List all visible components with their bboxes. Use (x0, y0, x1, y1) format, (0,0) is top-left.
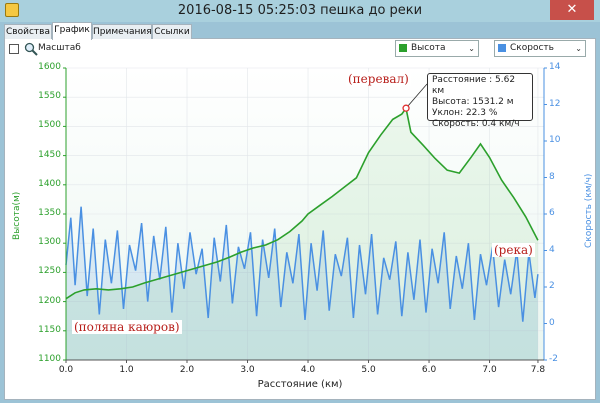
right-tick-label: 14 (549, 62, 561, 72)
tooltip-distance: Расстояние : 5.62 км (432, 75, 516, 96)
scale-label: Масштаб (38, 43, 81, 53)
left-tick-label: 1200 (38, 295, 61, 306)
speed-swatch (498, 44, 506, 52)
right-tick-label: -2 (549, 354, 558, 364)
point-tooltip: Расстояние : 5.62 км Высота: 1531.2 м Ук… (427, 73, 533, 129)
left-tick-label: 1400 (38, 178, 61, 189)
x-tick-label: 3.0 (240, 365, 255, 375)
tooltip-speed: Скорость: 0.4 км/ч (432, 119, 520, 129)
right-tick-label: 12 (549, 98, 561, 109)
left-tick-label: 1600 (38, 62, 61, 72)
tab-notes[interactable]: Примечания (92, 24, 152, 39)
left-tick-label: 1250 (38, 266, 61, 277)
tab-properties[interactable]: Свойства (4, 24, 52, 39)
scale-checkbox[interactable] (9, 44, 19, 54)
chevron-down-icon: ⌄ (468, 44, 475, 53)
tab-chart[interactable]: График (52, 22, 92, 40)
left-tick-label: 1100 (38, 354, 61, 364)
chevron-down-icon: ⌄ (575, 44, 582, 53)
tooltip-connector (405, 83, 428, 109)
x-tick-label: 5.0 (361, 365, 376, 375)
annotation-river: (река) (492, 243, 535, 257)
x-tick-label: 1.0 (119, 365, 134, 375)
x-tick-label: 2.0 (179, 365, 195, 375)
height-series-line (65, 106, 539, 300)
height-dropdown-label: Высота (411, 43, 446, 53)
speed-dropdown-label: Скорость (510, 43, 554, 53)
chart-toolbar: Масштаб Высота ⌄ Скорость ⌄ (4, 38, 596, 60)
window-title: 2016-08-15 05:25:03 пешка до реки (177, 3, 423, 18)
height-series-dropdown[interactable]: Высота ⌄ (395, 40, 479, 57)
right-tick-label: 8 (549, 171, 555, 182)
annotation-pass: (перевал) (346, 72, 411, 86)
title-bar: 2016-08-15 05:25:03 пешка до реки ✕ (0, 0, 600, 22)
left-tick-label: 1450 (38, 149, 61, 160)
height-swatch (399, 44, 407, 52)
right-tick-label: 10 (549, 135, 561, 145)
selected-point-marker[interactable] (402, 104, 410, 112)
close-button[interactable]: ✕ (550, 0, 594, 20)
left-tick-label: 1300 (38, 237, 61, 248)
left-axis-label: Высота(м) (12, 191, 22, 240)
tick-marks (63, 67, 547, 363)
speed-series-dropdown[interactable]: Скорость ⌄ (494, 40, 586, 57)
height-area-fill (66, 108, 538, 360)
tooltip-height: Высота: 1531.2 м (432, 97, 514, 107)
left-tick-label: 1500 (38, 120, 61, 131)
x-tick-label: 4.0 (300, 365, 316, 375)
right-tick-label: 0 (549, 317, 555, 328)
right-tick-label: 2 (549, 281, 555, 291)
x-axis-label: Расстояние (км) (257, 379, 343, 390)
x-tick-label: 7.8 (530, 365, 546, 375)
left-tick-label: 1550 (38, 91, 61, 102)
x-tick-label: 0.0 (58, 365, 74, 375)
right-axis-label: Скорость (км/ч) (584, 173, 594, 248)
magnifier-icon (24, 42, 38, 56)
speed-series-line (65, 206, 539, 322)
x-tick-label: 6.0 (421, 365, 437, 375)
tooltip-slope: Уклон: 22.3 % (432, 108, 498, 118)
elevation-speed-chart: 1600 1550 1500 1450 1400 1350 1300 1250 1200 1150… (0, 60, 600, 400)
left-tick-label: 1350 (38, 208, 61, 218)
left-tick-label: 1150 (38, 324, 61, 335)
right-tick-label: 4 (549, 244, 555, 255)
right-tick-label: 6 (549, 208, 555, 218)
app-icon (5, 3, 19, 17)
annotation-meadow: (поляна каюров) (72, 320, 182, 334)
tab-links[interactable]: Ссылки (152, 24, 192, 39)
x-tick-label: 7.0 (482, 365, 497, 375)
